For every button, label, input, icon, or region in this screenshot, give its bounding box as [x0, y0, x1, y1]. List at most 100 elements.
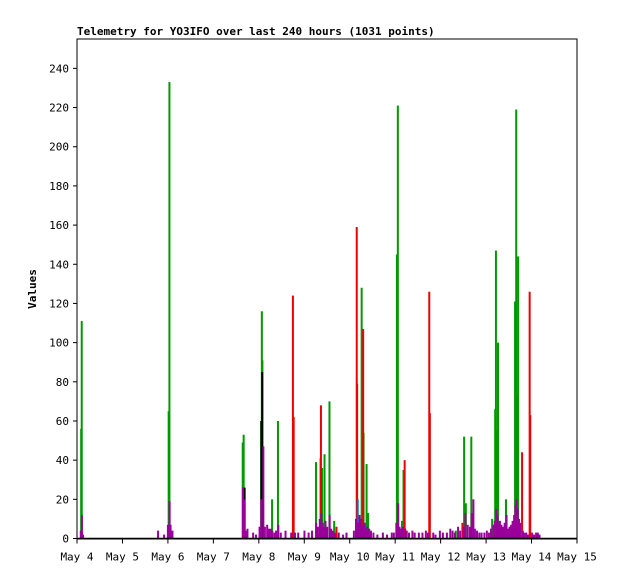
bar — [521, 530, 524, 539]
bar — [297, 532, 300, 539]
bar — [360, 518, 363, 539]
bar — [361, 524, 364, 539]
bar — [333, 532, 336, 539]
bar — [459, 530, 462, 539]
bar — [424, 530, 427, 539]
bar — [284, 530, 287, 539]
bar — [445, 532, 448, 539]
bar — [330, 528, 333, 539]
x-tick-label: May 5 — [106, 551, 139, 564]
bar — [515, 499, 518, 539]
y-tick-label: 120 — [49, 297, 69, 310]
bar — [321, 467, 324, 539]
bar — [515, 109, 518, 539]
bar — [326, 526, 329, 539]
bar — [510, 524, 513, 539]
x-tick-label: May 7 — [197, 551, 230, 564]
bar — [413, 532, 416, 539]
bar — [535, 532, 538, 539]
bar — [166, 524, 169, 539]
bar — [521, 452, 524, 539]
bar — [514, 505, 517, 539]
bar — [163, 534, 166, 539]
plot-area — [76, 38, 578, 540]
bar — [357, 522, 360, 539]
bar — [169, 524, 172, 539]
bar — [366, 526, 369, 539]
chart-title: Telemetry for YO3IFO over last 240 hours… — [77, 25, 435, 38]
bar — [408, 532, 411, 539]
y-tick-label: 220 — [49, 102, 69, 115]
bar — [495, 430, 498, 539]
bar — [508, 526, 511, 539]
series-4 — [79, 446, 541, 539]
x-axis: May 4 May 5 May 6 May 7 May 8 May 9 May 10 May … — [60, 538, 597, 564]
bar — [271, 530, 274, 539]
bar — [438, 530, 441, 539]
bar — [319, 405, 322, 539]
bar — [79, 530, 82, 539]
bar — [345, 532, 348, 539]
y-tick-label: 200 — [49, 141, 69, 154]
x-tick-label: May 12 — [421, 551, 461, 564]
bar — [529, 415, 532, 539]
y-tick-label: 140 — [49, 258, 69, 271]
bar — [519, 522, 522, 539]
bar — [398, 526, 401, 539]
bar — [531, 532, 534, 539]
bar — [417, 532, 420, 539]
bar — [401, 526, 404, 539]
bar — [478, 532, 481, 539]
bar — [331, 530, 334, 539]
bar — [273, 532, 276, 539]
bar — [356, 499, 359, 539]
bar — [497, 342, 500, 539]
x-tick-label: May 15 — [557, 551, 597, 564]
bar — [453, 532, 456, 539]
bar — [483, 532, 486, 539]
bar — [316, 526, 319, 539]
bar — [241, 487, 244, 539]
bar — [252, 532, 255, 539]
bar — [461, 522, 464, 539]
bar — [462, 526, 465, 539]
bar — [434, 534, 437, 539]
bar — [470, 513, 473, 539]
bar — [494, 250, 497, 539]
bar — [402, 469, 405, 539]
bar — [271, 499, 274, 539]
bar — [493, 520, 496, 539]
y-axis-label: Values — [26, 269, 39, 309]
bar — [457, 526, 460, 539]
bar — [495, 509, 498, 539]
bar — [426, 532, 429, 539]
y-tick-label: 80 — [56, 376, 69, 389]
x-tick-label: May 10 — [330, 551, 370, 564]
bar — [381, 532, 384, 539]
bar — [365, 464, 368, 539]
bar — [364, 528, 367, 539]
bar — [293, 532, 296, 539]
bar — [243, 499, 246, 539]
bar — [400, 528, 403, 539]
bar — [428, 413, 431, 539]
bar — [315, 462, 318, 539]
bar — [322, 526, 325, 539]
bar — [487, 532, 490, 539]
x-tick-label: May 6 — [151, 551, 184, 564]
x-tick-label: May 14 — [512, 551, 552, 564]
bar — [244, 530, 247, 539]
bar — [82, 534, 85, 539]
bar — [472, 499, 475, 539]
bar — [405, 530, 408, 539]
bar — [321, 522, 324, 539]
bar — [333, 520, 336, 539]
bar — [421, 532, 424, 539]
bar — [490, 528, 493, 539]
bar — [368, 528, 371, 539]
bar — [500, 524, 503, 539]
y-tick-label: 60 — [56, 415, 69, 428]
bar — [411, 530, 414, 539]
bar — [470, 436, 473, 539]
